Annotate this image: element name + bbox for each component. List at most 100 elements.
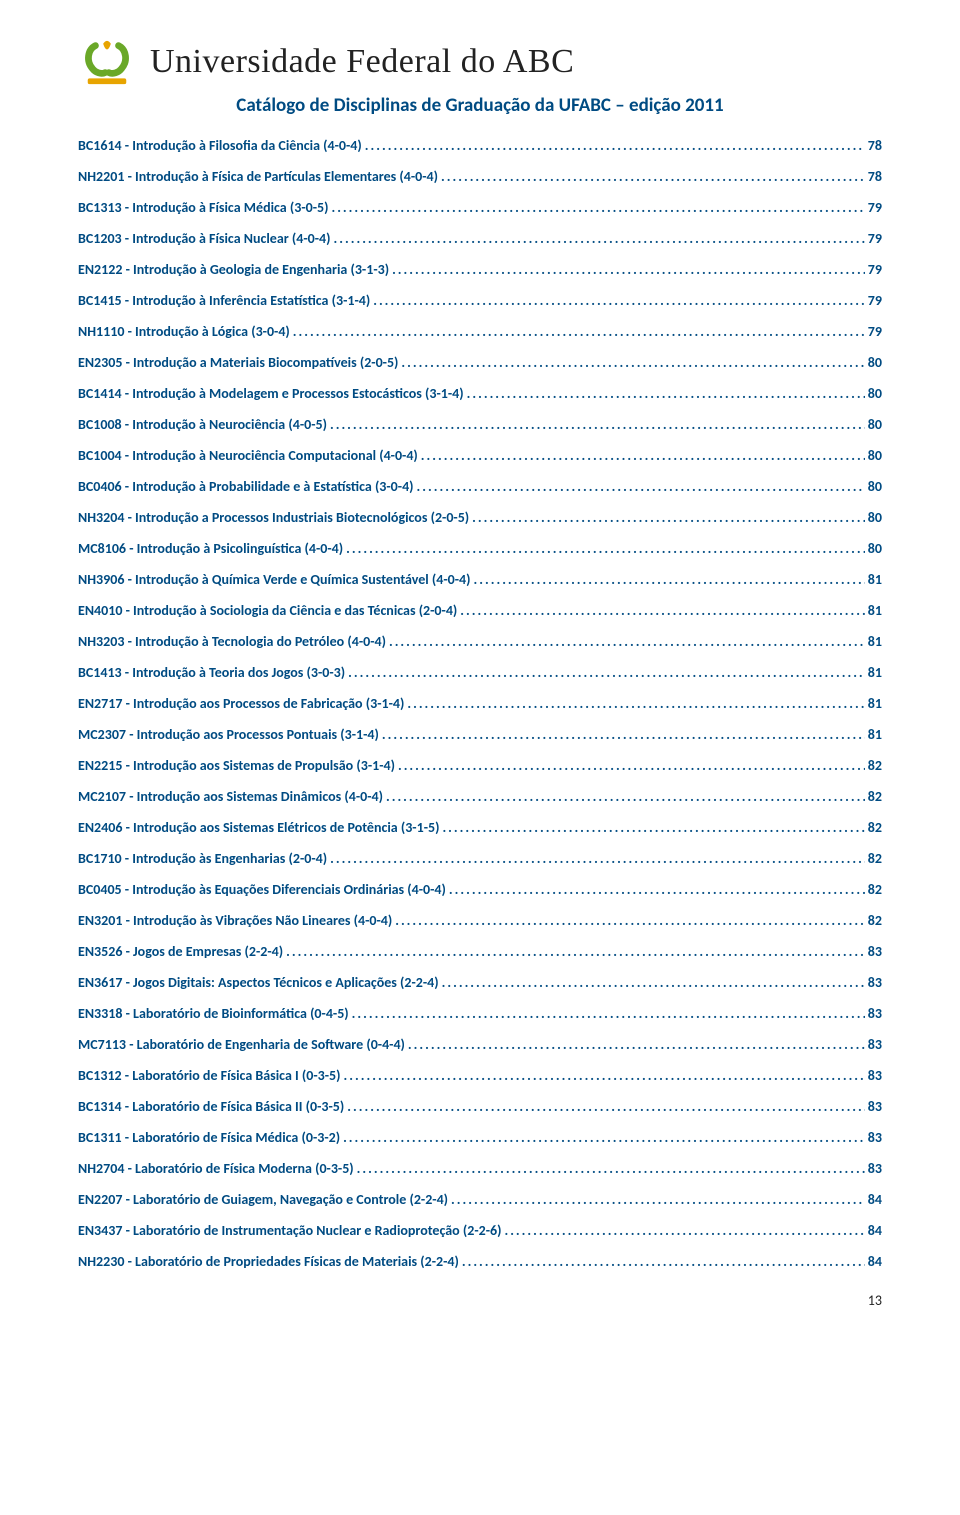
toc-leader-dots [330, 416, 865, 433]
toc-entry[interactable]: NH3203 - Introdução à Tecnologia do Petr… [78, 633, 882, 650]
toc-entry-title: MC2307 - Introdução aos Processos Pontua… [78, 726, 379, 743]
toc-entry[interactable]: NH1110 - Introdução à Lógica (3-0-4)79 [78, 323, 882, 340]
toc-leader-dots [286, 943, 865, 960]
toc-entry-title: EN2717 - Introdução aos Processos de Fab… [78, 695, 404, 712]
toc-leader-dots [442, 819, 864, 836]
toc-entry[interactable]: BC1614 - Introdução à Filosofia da Ciênc… [78, 137, 882, 154]
toc-leader-dots [474, 571, 865, 588]
toc-leader-dots [460, 602, 865, 619]
toc-entry-title: EN2122 - Introdução à Geologia de Engenh… [78, 261, 389, 278]
toc-entry[interactable]: BC1413 - Introdução à Teoria dos Jogos (… [78, 664, 882, 681]
toc-entry[interactable]: BC0406 - Introdução à Probabilidade e à … [78, 478, 882, 495]
toc-entry[interactable]: NH3204 - Introdução a Processos Industri… [78, 509, 882, 526]
toc-entry[interactable]: EN3437 - Laboratório de Instrumentação N… [78, 1222, 882, 1239]
toc-leader-dots [382, 726, 865, 743]
toc-leader-dots [442, 974, 865, 991]
toc-entry-title: NH1110 - Introdução à Lógica (3-0-4) [78, 323, 290, 340]
toc-entry-title: NH2230 - Laboratório de Propriedades Fís… [78, 1253, 459, 1270]
toc-entry-page: 82 [868, 757, 882, 774]
toc-entry[interactable]: MC7113 - Laboratório de Engenharia de So… [78, 1036, 882, 1053]
header: Universidade Federal do ABC [78, 36, 882, 88]
toc-leader-dots [407, 695, 864, 712]
toc-entry[interactable]: EN2717 - Introdução aos Processos de Fab… [78, 695, 882, 712]
toc-entry-title: BC1312 - Laboratório de Física Básica I … [78, 1067, 341, 1084]
toc-entry[interactable]: BC1004 - Introdução à Neurociência Compu… [78, 447, 882, 464]
toc-entry-title: BC1614 - Introdução à Filosofia da Ciênc… [78, 137, 362, 154]
toc-entry-page: 80 [868, 447, 882, 464]
toc-entry[interactable]: EN3318 - Laboratório de Bioinformática (… [78, 1005, 882, 1022]
toc-leader-dots [352, 1005, 865, 1022]
toc-entry-page: 78 [868, 168, 882, 185]
toc-entry[interactable]: NH2201 - Introdução à Física de Partícul… [78, 168, 882, 185]
toc-entry-title: EN4010 - Introdução à Sociologia da Ciên… [78, 602, 457, 619]
toc-entry[interactable]: NH3906 - Introdução à Química Verde e Qu… [78, 571, 882, 588]
toc-entry[interactable]: EN2215 - Introdução aos Sistemas de Prop… [78, 757, 882, 774]
toc-entry[interactable]: BC1313 - Introdução à Física Médica (3-0… [78, 199, 882, 216]
toc-entry-title: EN3617 - Jogos Digitais: Aspectos Técnic… [78, 974, 439, 991]
toc-entry-page: 80 [868, 509, 882, 526]
toc-entry-page: 80 [868, 540, 882, 557]
toc-entry-page: 83 [868, 1129, 882, 1146]
toc-leader-dots [386, 788, 865, 805]
toc-entry-page: 83 [868, 943, 882, 960]
toc-entry-page: 81 [868, 602, 882, 619]
toc-entry-page: 82 [868, 881, 882, 898]
toc-entry[interactable]: EN2406 - Introdução aos Sistemas Elétric… [78, 819, 882, 836]
toc-entry-page: 83 [868, 974, 882, 991]
toc-entry[interactable]: BC1312 - Laboratório de Física Básica I … [78, 1067, 882, 1084]
toc-entry-page: 78 [868, 137, 882, 154]
toc-entry[interactable]: BC1415 - Introdução à Inferência Estatís… [78, 292, 882, 309]
toc-entry-title: EN3437 - Laboratório de Instrumentação N… [78, 1222, 501, 1239]
toc-entry[interactable]: EN3201 - Introdução às Vibrações Não Lin… [78, 912, 882, 929]
toc-entry[interactable]: BC1710 - Introdução às Engenharias (2-0-… [78, 850, 882, 867]
toc-entry-title: BC1313 - Introdução à Física Médica (3-0… [78, 199, 328, 216]
toc-entry[interactable]: MC2307 - Introdução aos Processos Pontua… [78, 726, 882, 743]
toc-entry-page: 80 [868, 354, 882, 371]
table-of-contents: BC1614 - Introdução à Filosofia da Ciênc… [78, 137, 882, 1270]
toc-entry[interactable]: BC1203 - Introdução à Física Nuclear (4-… [78, 230, 882, 247]
toc-entry[interactable]: EN3617 - Jogos Digitais: Aspectos Técnic… [78, 974, 882, 991]
toc-entry-page: 83 [868, 1067, 882, 1084]
university-name: Universidade Federal do ABC [150, 43, 574, 81]
toc-entry[interactable]: EN2207 - Laboratório de Guiagem, Navegaç… [78, 1191, 882, 1208]
toc-entry[interactable]: NH2230 - Laboratório de Propriedades Fís… [78, 1253, 882, 1270]
toc-entry-page: 83 [868, 1098, 882, 1115]
toc-entry-title: EN2305 - Introdução a Materiais Biocompa… [78, 354, 398, 371]
toc-entry-title: NH3203 - Introdução à Tecnologia do Petr… [78, 633, 386, 650]
toc-leader-dots [467, 385, 865, 402]
page-number: 13 [78, 1292, 882, 1309]
toc-entry-page: 79 [868, 292, 882, 309]
toc-leader-dots [504, 1222, 864, 1239]
toc-leader-dots [449, 881, 865, 898]
toc-entry-title: BC1414 - Introdução à Modelagem e Proces… [78, 385, 464, 402]
toc-leader-dots [421, 447, 865, 464]
toc-entry-page: 84 [868, 1222, 882, 1239]
toc-entry[interactable]: MC2107 - Introdução aos Sistemas Dinâmic… [78, 788, 882, 805]
toc-entry[interactable]: BC1008 - Introdução à Neurociência (4-0-… [78, 416, 882, 433]
toc-leader-dots [472, 509, 865, 526]
toc-entry[interactable]: MC8106 - Introdução à Psicolinguística (… [78, 540, 882, 557]
toc-entry-title: EN2207 - Laboratório de Guiagem, Navegaç… [78, 1191, 448, 1208]
toc-entry[interactable]: EN3526 - Jogos de Empresas (2-2-4)83 [78, 943, 882, 960]
toc-entry[interactable]: BC1314 - Laboratório de Física Básica II… [78, 1098, 882, 1115]
toc-entry-page: 81 [868, 571, 882, 588]
toc-entry[interactable]: BC0405 - Introdução às Equações Diferenc… [78, 881, 882, 898]
catalog-subtitle: Catálogo de Disciplinas de Graduação da … [78, 94, 882, 117]
toc-entry-title: NH2201 - Introdução à Física de Partícul… [78, 168, 438, 185]
toc-entry-title: EN2215 - Introdução aos Sistemas de Prop… [78, 757, 395, 774]
toc-leader-dots [330, 850, 865, 867]
toc-leader-dots [441, 168, 865, 185]
toc-entry-page: 83 [868, 1005, 882, 1022]
toc-entry[interactable]: EN2305 - Introdução a Materiais Biocompa… [78, 354, 882, 371]
toc-leader-dots [398, 757, 865, 774]
toc-entry-page: 81 [868, 664, 882, 681]
toc-entry-title: MC2107 - Introdução aos Sistemas Dinâmic… [78, 788, 383, 805]
toc-entry-page: 81 [868, 633, 882, 650]
toc-leader-dots [347, 1098, 865, 1115]
toc-entry[interactable]: BC1311 - Laboratório de Física Médica (0… [78, 1129, 882, 1146]
toc-entry[interactable]: EN4010 - Introdução à Sociologia da Ciên… [78, 602, 882, 619]
toc-entry[interactable]: BC1414 - Introdução à Modelagem e Proces… [78, 385, 882, 402]
toc-entry-page: 82 [868, 819, 882, 836]
toc-entry[interactable]: NH2704 - Laboratório de Física Moderna (… [78, 1160, 882, 1177]
toc-entry[interactable]: EN2122 - Introdução à Geologia de Engenh… [78, 261, 882, 278]
